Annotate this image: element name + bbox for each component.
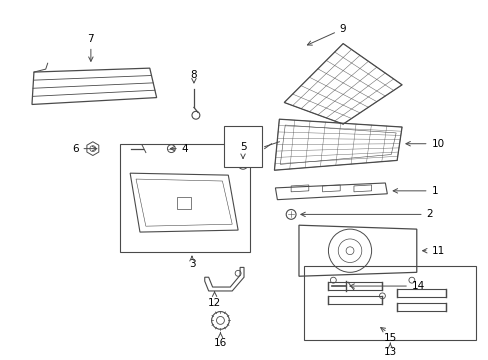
Bar <box>396 289 446 297</box>
Text: 11: 11 <box>422 246 444 256</box>
Text: 14: 14 <box>349 281 424 291</box>
Text: 13: 13 <box>383 347 396 357</box>
Bar <box>396 303 446 311</box>
Bar <box>328 296 382 304</box>
Text: 16: 16 <box>213 333 226 348</box>
Bar <box>177 197 191 208</box>
Text: 3: 3 <box>188 258 195 269</box>
Bar <box>303 266 475 340</box>
Text: 5: 5 <box>239 142 246 152</box>
Text: 8: 8 <box>190 70 197 80</box>
Text: 10: 10 <box>405 139 444 149</box>
Text: 12: 12 <box>207 292 221 308</box>
Bar <box>328 282 382 290</box>
Text: 1: 1 <box>392 186 437 196</box>
Text: 7: 7 <box>87 34 94 61</box>
Text: 9: 9 <box>307 24 346 45</box>
Text: 2: 2 <box>300 210 432 219</box>
Text: 15: 15 <box>383 333 396 343</box>
Bar <box>120 144 249 252</box>
Text: 6: 6 <box>72 144 97 154</box>
Text: 4: 4 <box>170 144 188 154</box>
